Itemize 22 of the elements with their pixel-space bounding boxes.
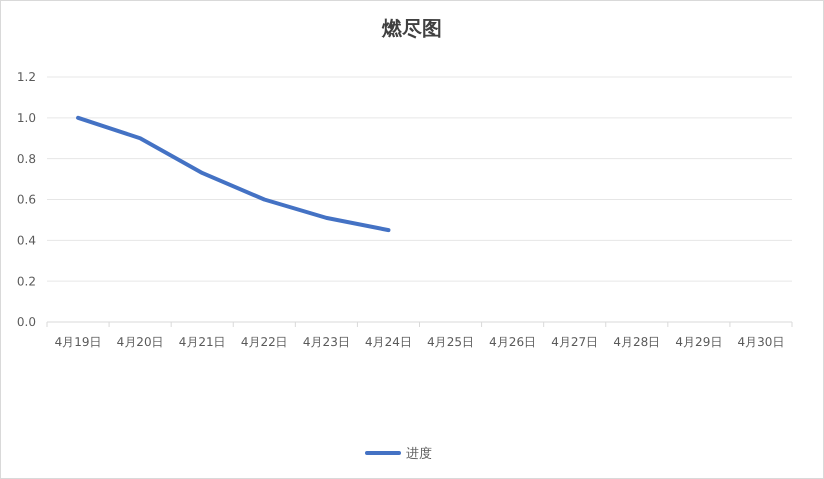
y-tick-label: 1.0 — [16, 111, 36, 126]
x-tick-label: 4月25日 — [427, 335, 474, 349]
y-tick-label: 0.4 — [16, 234, 36, 248]
x-tick-label: 4月30日 — [738, 335, 784, 349]
line-series — [76, 116, 390, 232]
y-tick-label: 0.2 — [16, 274, 36, 288]
x-tick-label: 4月27日 — [551, 335, 598, 349]
y-tick-label: 1.2 — [16, 70, 36, 84]
x-tick-label: 4月28日 — [613, 335, 660, 349]
x-tick-label: 4月26日 — [489, 335, 536, 349]
x-tick-label: 4月22日 — [240, 335, 288, 349]
chart-title: 燃尽图 — [381, 16, 442, 40]
x-tick-label: 4月20日 — [116, 335, 164, 349]
x-tick-label: 4月24日 — [365, 335, 412, 349]
x-tick-label: 4月23日 — [302, 335, 350, 349]
y-tick-label: 0.0 — [16, 315, 36, 330]
y-tick-label: 0.8 — [16, 152, 36, 166]
x-tick-label: 4月29日 — [675, 335, 722, 349]
legend-label: 进度 — [406, 446, 432, 462]
x-tick-label: 4月21日 — [178, 335, 226, 349]
x-tick-label: 4月19日 — [54, 335, 102, 349]
y-tick-label: 0.6 — [16, 192, 36, 207]
